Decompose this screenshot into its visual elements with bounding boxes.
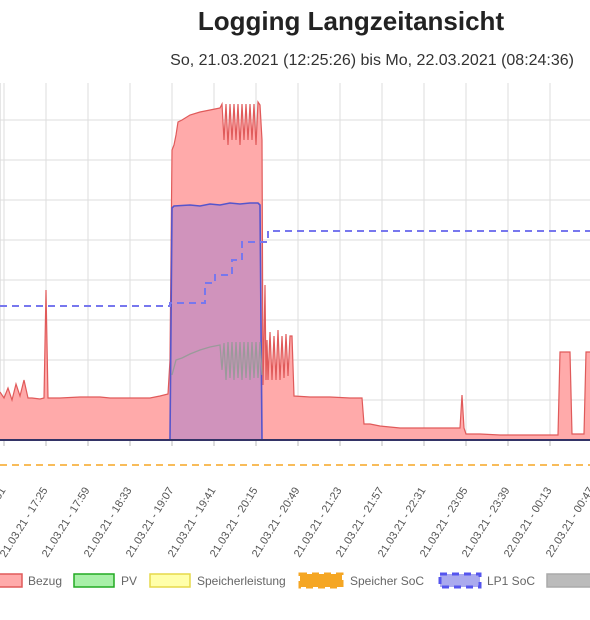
series-bezug-area xyxy=(0,102,590,440)
legend-bezug-swatch xyxy=(0,573,23,588)
legend-lp1-soc-swatch xyxy=(438,572,482,589)
series-lp1-power-area xyxy=(169,202,263,441)
legend-pv-label: PV xyxy=(121,574,137,588)
legend-lp1-soc-label: LP1 SoC xyxy=(487,574,535,588)
page-title: Logging Langzeitansicht xyxy=(197,6,505,36)
series-lp1-soc-line xyxy=(0,230,590,307)
legend-speicher-soc-swatch xyxy=(298,572,344,589)
legend-gray-swatch xyxy=(546,573,590,588)
legend-speicherleistung-label: Speicherleistung xyxy=(197,574,286,588)
legend-speicherleistung-swatch xyxy=(149,573,191,588)
legend-speicher-soc-label: Speicher SoC xyxy=(350,574,424,588)
series-gray-line xyxy=(171,341,263,381)
legend-bezug-label: Bezug xyxy=(28,574,62,588)
legend-pv-swatch xyxy=(73,573,115,588)
series-bezug-line xyxy=(0,100,590,436)
date-range-subtitle: So, 21.03.2021 (12:25:26) bis Mo, 22.03.… xyxy=(170,52,574,69)
